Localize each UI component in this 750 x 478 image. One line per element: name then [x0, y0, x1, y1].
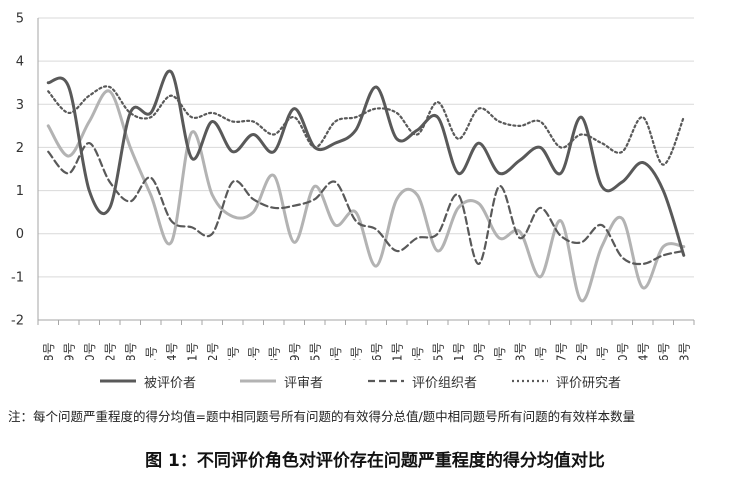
x-tick-label: 31号 [390, 342, 404, 360]
x-tick-label: 28号 [124, 342, 138, 360]
series-line-zuzhizhe [47, 142, 685, 266]
x-tick-label: 30号 [472, 342, 486, 360]
legend-label: 评价研究者 [556, 375, 622, 391]
x-tick-label: 1号 [144, 346, 158, 360]
x-tick-label: 9号 [493, 346, 507, 360]
x-tick-label: 12号 [575, 342, 589, 360]
line-chart: -2 -1 0 1 2 3 4 5 18号 19号 20号 22号 28号 1号 14号 21号 32号 7号 4号… [11, 12, 695, 360]
x-tick-label: 13号 [513, 342, 527, 360]
series-line-yanjiuzhe [47, 85, 685, 166]
x-tick-label: 19号 [62, 342, 76, 360]
legend-swatch-solid-dark-icon [100, 379, 136, 383]
x-tick-label: 16号 [370, 342, 384, 360]
y-tick-label: 4 [16, 55, 24, 70]
x-tick-label: 27号 [554, 342, 568, 360]
legend-swatch-dotted-icon [512, 379, 548, 383]
x-tick-label: 5号 [534, 346, 548, 360]
figure-caption: 图 1：不同评价角色对评价存在问题严重程度的得分均值对比 [145, 451, 605, 471]
x-tick-label: 21号 [185, 342, 199, 360]
x-tick-label: 26号 [657, 342, 671, 360]
chart-note: 注：每个问题严重程度的得分均值=题中相同题号所有问题的有效得分总值/题中相同题号… [8, 409, 636, 424]
y-tick-label: 3 [16, 98, 24, 113]
x-tick-label: 6号 [329, 346, 343, 360]
y-tick-label: 1 [16, 184, 24, 199]
y-tick-label: -2 [11, 314, 24, 329]
legend-label: 评价组织者 [412, 375, 478, 391]
x-tick-label: 2号 [349, 346, 363, 360]
legend-item-zuzhizhe: 评价组织者 [368, 368, 477, 394]
y-tick-label: 5 [16, 12, 24, 27]
x-tick-label: 5号 [595, 346, 609, 360]
series-line-bei-pingjiazhe [46, 69, 686, 257]
legend-item-pingshenzhe: 评审者 [240, 368, 323, 394]
y-tick-label: 0 [16, 227, 24, 242]
x-tick-label: 22号 [103, 342, 117, 360]
series-line-pingshenzhe [46, 89, 686, 303]
legend-swatch-solid-light-icon [240, 379, 276, 383]
x-tick-label: 15号 [431, 342, 445, 360]
y-tick-label: 2 [16, 141, 24, 156]
x-tick-label: 14号 [165, 342, 179, 360]
x-tick-label: 25号 [308, 342, 322, 360]
x-tick-label: 18号 [42, 342, 56, 360]
legend-item-bei-pingjiazhe: 被评价者 [100, 368, 196, 394]
x-tick-label: 20号 [83, 342, 97, 360]
legend-swatch-dashed-icon [368, 379, 404, 383]
x-tick-label: 7号 [226, 346, 240, 360]
x-tick-label: 23号 [677, 342, 691, 360]
x-tick-label: 24号 [636, 342, 650, 360]
legend-label: 评审者 [284, 375, 324, 391]
legend-label: 被评价者 [144, 375, 197, 391]
x-tick-label: 8号 [267, 346, 281, 360]
x-tick-label: 11号 [452, 342, 466, 360]
x-tick-label: 10号 [616, 342, 630, 360]
legend: 被评价者 评审者 评价组织者 评价研究者 [100, 368, 660, 394]
x-tick-label: 3号 [411, 346, 425, 360]
legend-item-yanjiuzhe: 评价研究者 [512, 368, 621, 394]
x-tick-label: 4号 [247, 346, 261, 360]
y-tick-label: -1 [11, 270, 24, 285]
x-tick-label: 32号 [206, 342, 220, 360]
x-tick-label: 29号 [288, 342, 302, 360]
